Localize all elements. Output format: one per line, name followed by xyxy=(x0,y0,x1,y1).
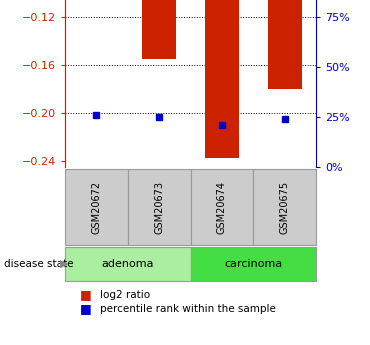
Text: disease state: disease state xyxy=(4,259,73,269)
Bar xyxy=(65,169,128,245)
Text: ▶: ▶ xyxy=(60,259,68,269)
Text: GSM20674: GSM20674 xyxy=(217,180,227,234)
Bar xyxy=(142,0,176,59)
Text: log2 ratio: log2 ratio xyxy=(100,290,150,300)
Bar xyxy=(191,247,316,281)
Bar xyxy=(191,169,253,245)
Text: percentile rank within the sample: percentile rank within the sample xyxy=(100,304,276,314)
Bar xyxy=(128,169,191,245)
Bar xyxy=(253,169,316,245)
Text: GSM20673: GSM20673 xyxy=(154,180,164,234)
Text: GSM20675: GSM20675 xyxy=(280,180,290,234)
Text: ■: ■ xyxy=(80,288,91,302)
Bar xyxy=(205,0,239,158)
Text: GSM20672: GSM20672 xyxy=(91,180,101,234)
Bar xyxy=(65,247,191,281)
Text: adenoma: adenoma xyxy=(101,259,154,269)
Bar xyxy=(268,0,302,89)
Text: ■: ■ xyxy=(80,302,91,315)
Text: carcinoma: carcinoma xyxy=(224,259,283,269)
